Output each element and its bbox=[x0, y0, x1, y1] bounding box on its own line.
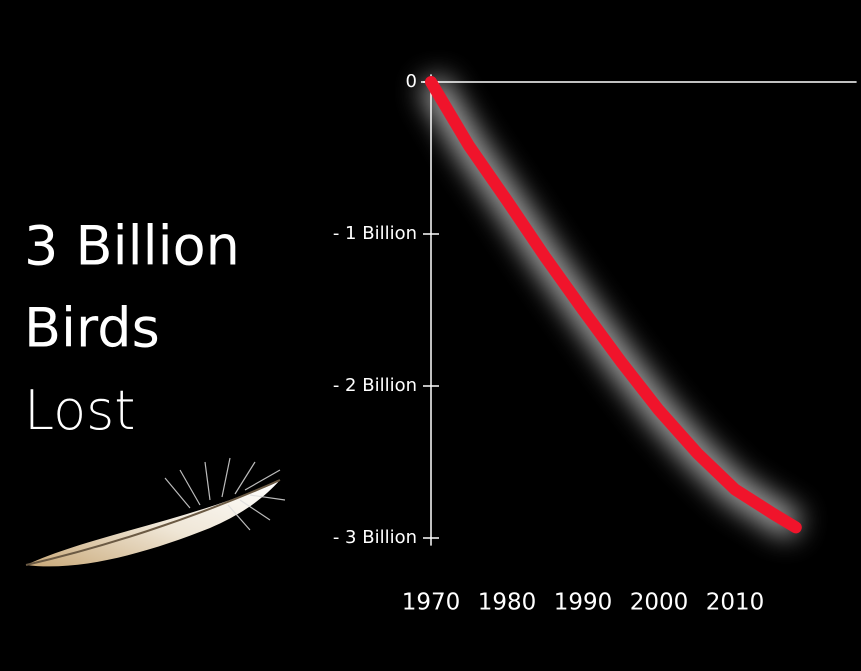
data-line bbox=[425, 76, 802, 534]
y-tick-label: - 1 Billion bbox=[333, 223, 417, 244]
feather bbox=[25, 457, 286, 567]
x-tick-label: 2000 bbox=[630, 590, 689, 616]
title-line: 3 Billion bbox=[24, 215, 240, 278]
y-tick-label: 0 bbox=[406, 71, 417, 92]
x-tick-label: 1980 bbox=[478, 590, 537, 616]
x-tick-label: 1990 bbox=[554, 590, 613, 616]
y-tick-label: - 3 Billion bbox=[333, 527, 417, 548]
title-line: Birds bbox=[24, 297, 160, 360]
x-tick-label: 1970 bbox=[402, 590, 461, 616]
y-tick-label: - 2 Billion bbox=[333, 375, 417, 396]
x-tick-label: 2010 bbox=[706, 590, 765, 616]
title-line: Lost bbox=[24, 379, 135, 442]
